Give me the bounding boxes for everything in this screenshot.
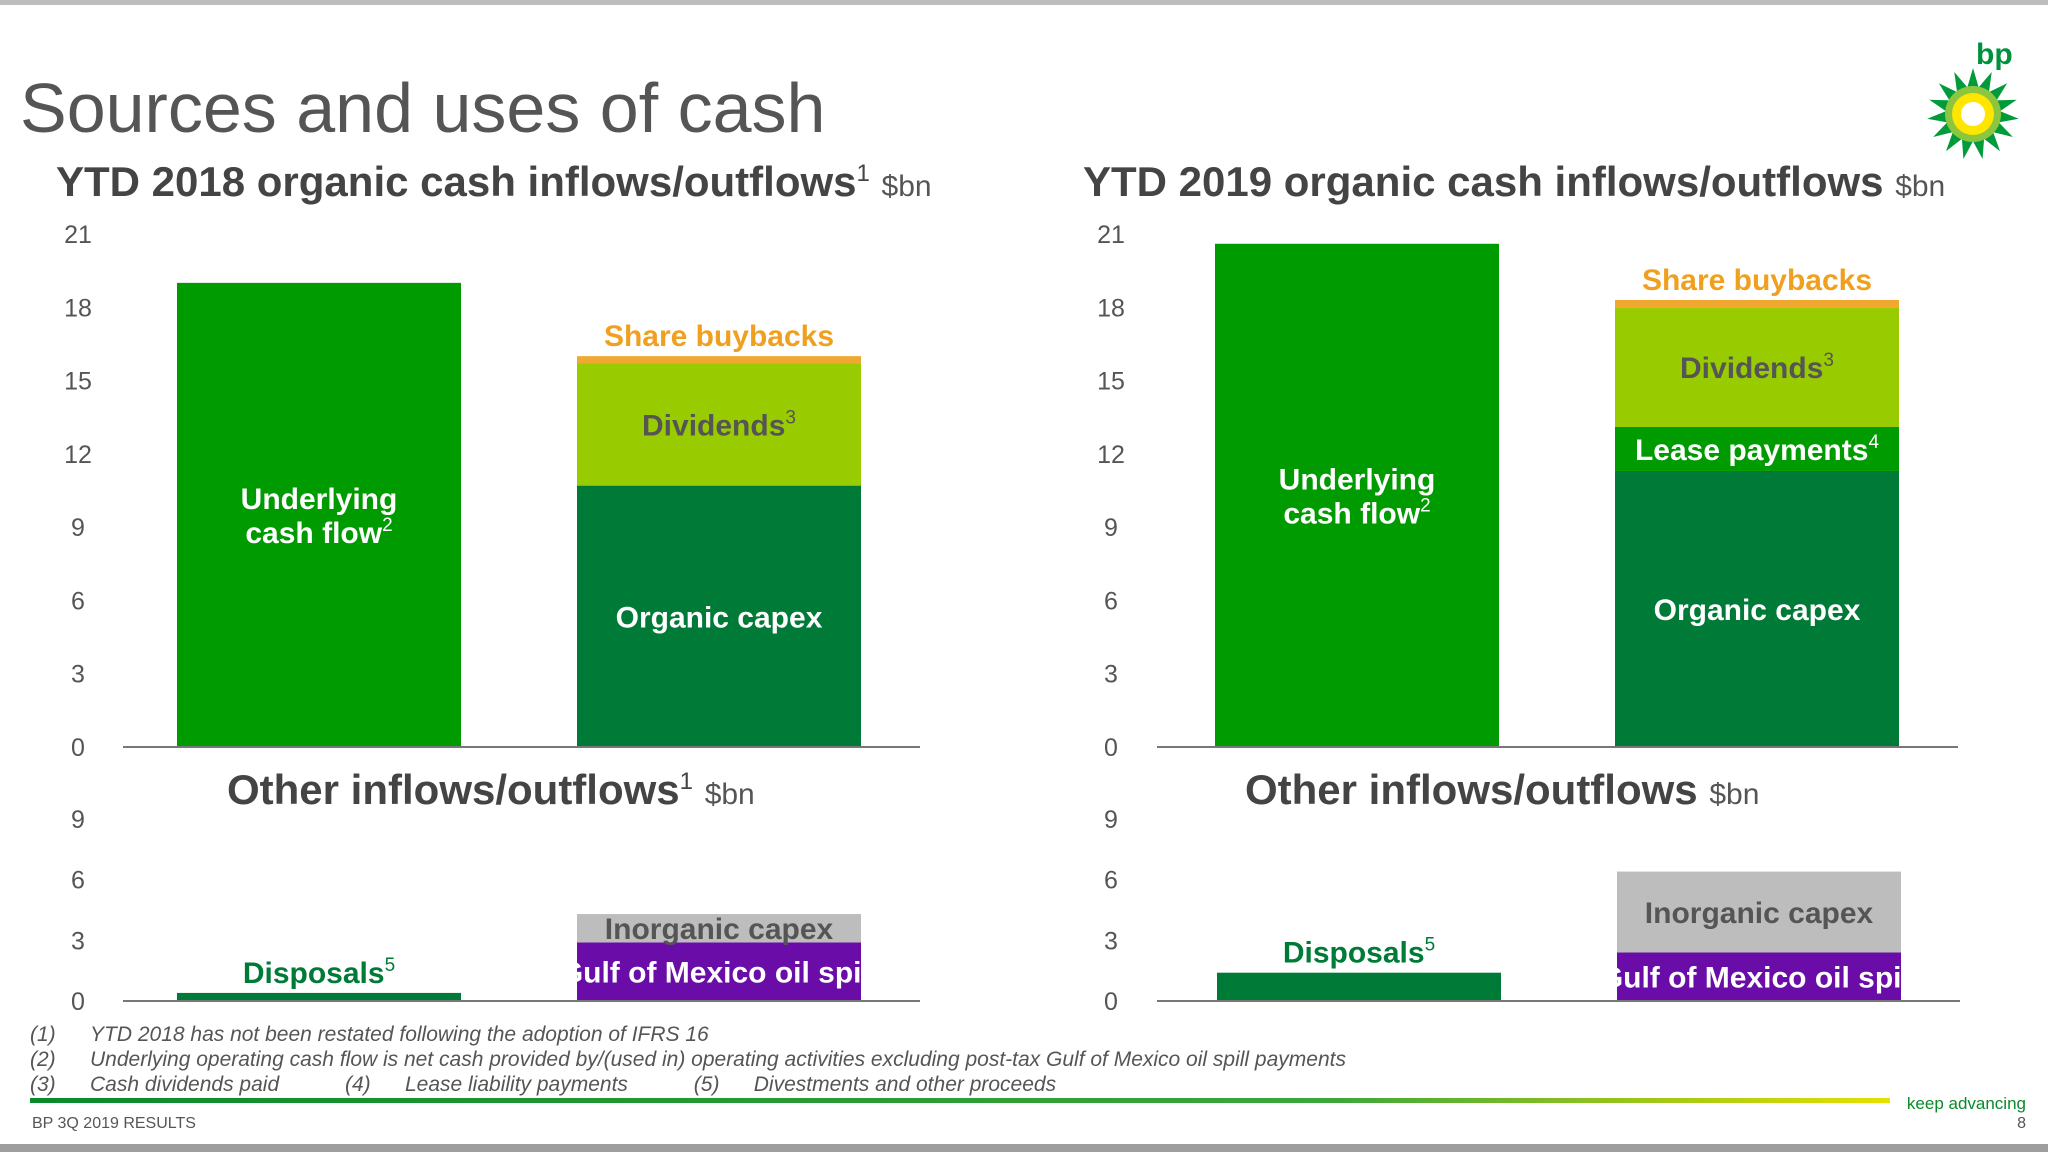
bar-segment bbox=[1615, 299, 1899, 308]
right-top-heading: YTD 2019 organic cash inflows/outflows $… bbox=[1083, 158, 1946, 205]
left-top-heading: YTD 2018 organic cash inflows/outflows1 … bbox=[56, 158, 932, 205]
bar-segment bbox=[577, 485, 861, 747]
bar-segment bbox=[1217, 972, 1501, 1001]
svg-text:bp: bp bbox=[1976, 38, 2013, 71]
segment-label: Organic capex bbox=[616, 601, 823, 634]
y-tick-label: 18 bbox=[64, 294, 92, 322]
y-tick-label: 0 bbox=[1104, 988, 1118, 1016]
y-tick-label: 0 bbox=[1104, 734, 1118, 762]
segment-label: Organic capex bbox=[1654, 594, 1861, 627]
segment-label: Disposals5 bbox=[243, 955, 395, 990]
bar-segment bbox=[577, 363, 861, 486]
segment-label: Share buybacks bbox=[1642, 264, 1872, 297]
segment-label: Share buybacks bbox=[604, 320, 834, 353]
segment-label: Lease payments4 bbox=[1635, 432, 1879, 467]
segment-label: Disposals5 bbox=[1283, 935, 1435, 970]
y-tick-label: 6 bbox=[1104, 587, 1118, 615]
top-border bbox=[0, 0, 2048, 5]
y-tick-label: 3 bbox=[1104, 661, 1118, 689]
bar-segment bbox=[177, 282, 461, 747]
footnote-2: (2) Underlying operating cash flow is net… bbox=[30, 1048, 1346, 1071]
footnotes: (1) YTD 2018 has not been restated follow… bbox=[30, 1022, 1346, 1097]
bar-segment bbox=[1215, 243, 1499, 747]
page-title: Sources and uses of cash bbox=[20, 69, 826, 147]
segment-label: Inorganic capex bbox=[605, 913, 834, 946]
segment-label: Dividends3 bbox=[642, 408, 796, 443]
y-tick-label: 15 bbox=[1097, 368, 1125, 396]
y-tick-label: 6 bbox=[71, 587, 85, 615]
bar-segment bbox=[177, 992, 461, 1001]
y-tick-label: 9 bbox=[71, 806, 85, 834]
y-tick-label: 3 bbox=[71, 927, 85, 955]
segment-label: Underlying cash flow2 bbox=[241, 483, 398, 550]
footnote-3-5: (3) Cash dividends paid (4) Lease liabilit… bbox=[30, 1073, 1057, 1096]
y-tick-label: 15 bbox=[64, 368, 92, 396]
y-tick-label: 18 bbox=[1097, 294, 1125, 322]
bar-segment bbox=[577, 914, 861, 943]
bar-segment bbox=[1617, 952, 1901, 1001]
right-bottom-heading: Other inflows/outflows $bn bbox=[1245, 766, 1760, 813]
y-tick-label: 3 bbox=[71, 661, 85, 689]
y-tick-label: 12 bbox=[64, 441, 92, 469]
y-tick-label: 21 bbox=[1097, 221, 1125, 249]
y-tick-label: 9 bbox=[71, 514, 85, 542]
footer-gradient-line bbox=[30, 1098, 1890, 1103]
segment-label: Underlying cash flow2 bbox=[1279, 463, 1436, 530]
footnote-1: (1) YTD 2018 has not been restated follow… bbox=[30, 1023, 709, 1046]
bar-segment bbox=[577, 942, 861, 1001]
bp-logo-icon: bp bbox=[1927, 38, 2019, 159]
footer-tagline: keep advancing bbox=[1906, 1094, 2026, 1113]
y-tick-label: 21 bbox=[64, 221, 92, 249]
y-tick-label: 3 bbox=[1104, 927, 1118, 955]
y-tick-label: 9 bbox=[1104, 514, 1118, 542]
y-tick-label: 0 bbox=[71, 734, 85, 762]
bar-segment bbox=[1615, 426, 1899, 471]
segment-label: Inorganic capex bbox=[1645, 897, 1874, 930]
bar-segment bbox=[1615, 307, 1899, 427]
y-tick-label: 6 bbox=[71, 867, 85, 895]
y-tick-label: 12 bbox=[1097, 441, 1125, 469]
segment-label: Gulf of Mexico oil spill bbox=[560, 957, 878, 990]
bottom-border bbox=[0, 1144, 2048, 1152]
bar-segment bbox=[1615, 470, 1899, 747]
bar-segment bbox=[1617, 871, 1901, 953]
y-tick-label: 6 bbox=[1104, 867, 1118, 895]
left-bottom-heading: Other inflows/outflows1 $bn bbox=[227, 766, 755, 813]
footer-report-name: BP 3Q 2019 RESULTS bbox=[32, 1115, 196, 1132]
y-tick-label: 9 bbox=[1104, 806, 1118, 834]
segment-label: Gulf of Mexico oil spill bbox=[1600, 962, 1918, 995]
segment-label: Dividends3 bbox=[1680, 350, 1834, 385]
page-number: 8 bbox=[2017, 1115, 2026, 1132]
bar-segment bbox=[577, 356, 861, 364]
y-tick-label: 0 bbox=[71, 988, 85, 1016]
